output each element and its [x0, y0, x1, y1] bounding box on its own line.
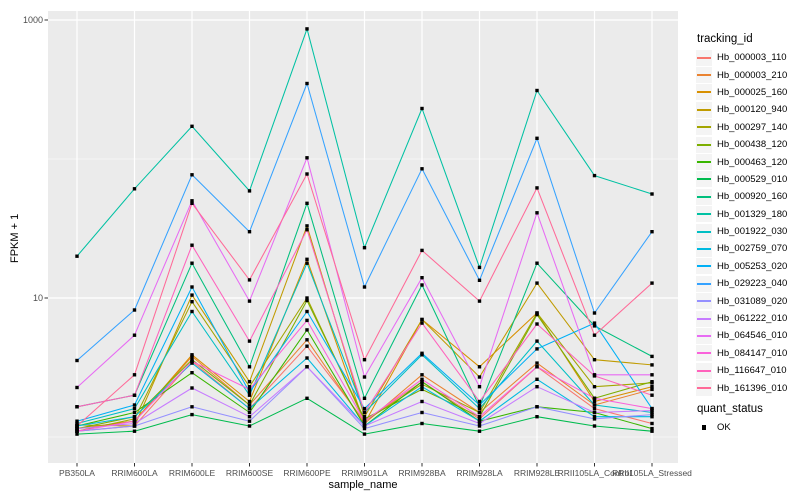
axis-ticks	[44, 19, 653, 467]
plot-panel	[48, 11, 678, 463]
svg-text:1000: 1000	[23, 15, 43, 25]
svg-text:RRII105LA_Control: RRII105LA_Control	[558, 468, 632, 478]
y-tick-labels: 10 1000	[23, 15, 43, 303]
svg-text:RRIM600LE: RRIM600LE	[169, 468, 216, 478]
x-axis-title: sample_name	[328, 479, 398, 491]
svg-text:RRIM928LA: RRIM928LA	[456, 468, 503, 478]
svg-text:RRIM600LA: RRIM600LA	[111, 468, 158, 478]
x-tick-labels: PB350LA RRIM600LA RRIM600LE RRIM600SE RRIM60…	[59, 468, 692, 478]
svg-text:RRIM928LE: RRIM928LE	[514, 468, 561, 478]
data-points	[75, 27, 654, 436]
svg-text:RRIM600PE: RRIM600PE	[283, 468, 331, 478]
y-axis-title: FPKM + 1	[9, 213, 21, 263]
svg-text:RRII105LA_Stressed: RRII105LA_Stressed	[612, 468, 692, 478]
svg-text:RRIM901LA: RRIM901LA	[341, 468, 388, 478]
svg-text:RRIM600SE: RRIM600SE	[226, 468, 274, 478]
svg-text:RRIM928BA: RRIM928BA	[398, 468, 446, 478]
grid-minor	[48, 158, 678, 438]
svg-text:PB350LA: PB350LA	[59, 468, 95, 478]
svg-text:10: 10	[33, 293, 43, 303]
